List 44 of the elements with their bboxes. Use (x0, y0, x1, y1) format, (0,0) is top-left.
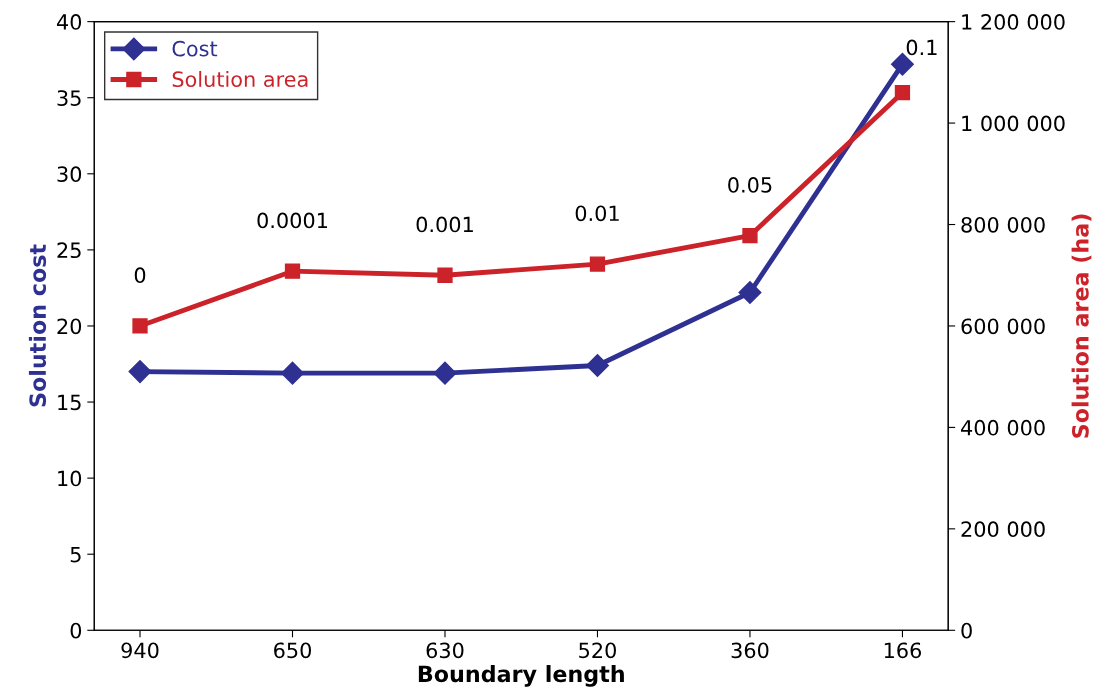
x-tick-label: 630 (426, 642, 464, 659)
y-tick-label: 5 (70, 546, 81, 563)
annotation: 0.1 (906, 39, 937, 56)
y-tick-label: 35 (57, 90, 81, 106)
point (284, 263, 301, 279)
legend-label: Cost (172, 40, 218, 57)
y2-axis-title: Solution area (ha) (1071, 214, 1092, 438)
annotation: 0.0001 (257, 212, 328, 229)
point (589, 256, 606, 272)
x-tick-label: 166 (884, 642, 922, 659)
x-tick-label: 940 (121, 642, 159, 659)
annotation: 0.05 (728, 177, 772, 193)
point (738, 280, 762, 304)
y-tick-label: 15 (58, 394, 81, 411)
y2-tick-label: 800 000 (961, 216, 1045, 233)
y-tick-label: 40 (56, 14, 82, 30)
y2-tick-label: 1 200 000 (962, 14, 1065, 30)
point (742, 228, 758, 244)
point (585, 354, 609, 378)
x-tick-label: 360 (731, 642, 769, 659)
y-tick-label: 30 (57, 166, 82, 183)
point (128, 360, 152, 384)
point (437, 267, 453, 283)
x-axis-title: Boundary length (418, 665, 624, 687)
annotation: 0.01 (575, 205, 619, 222)
y2-tick-label: 400 000 (961, 419, 1045, 436)
y2-tick-label: 200 000 (961, 521, 1045, 538)
point (132, 318, 148, 334)
y-tick-label: 0 (70, 622, 82, 639)
x-tick-label: 520 (579, 642, 616, 659)
y2-tick-label: 0 (961, 622, 972, 639)
y-tick-label: 20 (57, 318, 82, 335)
y-tick-label: 10 (58, 470, 82, 487)
y-tick-label: 25 (57, 242, 81, 259)
x-tick-label: 650 (274, 642, 311, 659)
y2-tick-label: 600 000 (961, 318, 1045, 335)
point (894, 85, 911, 101)
y2-tick-label: 1 000 000 (962, 115, 1065, 132)
point (281, 361, 304, 385)
annotation: 0 (134, 267, 146, 284)
legend-label: Solution area (172, 70, 308, 88)
annotation: 0.001 (416, 216, 473, 233)
y-axis-title: Solution cost (28, 244, 47, 407)
point (433, 361, 457, 385)
